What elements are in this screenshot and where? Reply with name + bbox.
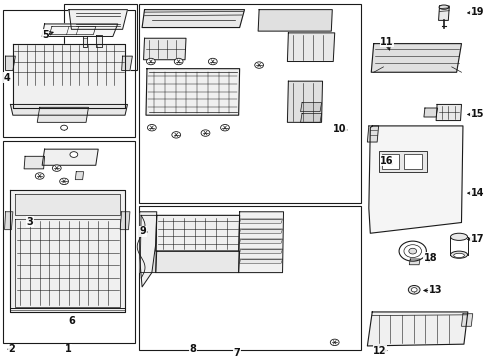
- Polygon shape: [82, 36, 87, 47]
- Polygon shape: [42, 149, 98, 165]
- Circle shape: [146, 58, 155, 65]
- Text: 19: 19: [470, 7, 483, 17]
- Polygon shape: [239, 219, 282, 223]
- Polygon shape: [146, 69, 239, 115]
- Text: 14: 14: [470, 188, 483, 198]
- Bar: [404, 154, 421, 169]
- Polygon shape: [368, 126, 462, 233]
- Polygon shape: [37, 107, 88, 122]
- Polygon shape: [239, 229, 282, 233]
- Circle shape: [254, 62, 263, 68]
- Polygon shape: [370, 44, 461, 72]
- Text: 13: 13: [428, 285, 442, 296]
- Polygon shape: [300, 113, 321, 122]
- Polygon shape: [140, 215, 157, 273]
- Polygon shape: [300, 103, 321, 112]
- Polygon shape: [239, 249, 282, 253]
- Text: 7: 7: [233, 348, 240, 358]
- Circle shape: [171, 132, 180, 138]
- Polygon shape: [287, 81, 322, 122]
- Polygon shape: [258, 10, 331, 31]
- Polygon shape: [140, 212, 157, 287]
- Circle shape: [407, 285, 419, 294]
- Polygon shape: [10, 104, 127, 115]
- Circle shape: [174, 58, 183, 65]
- Polygon shape: [5, 56, 15, 71]
- Text: 1: 1: [64, 344, 71, 354]
- Text: 2: 2: [8, 344, 15, 354]
- Bar: [139, 4, 360, 203]
- Circle shape: [35, 173, 44, 179]
- Polygon shape: [24, 156, 44, 169]
- Polygon shape: [156, 251, 239, 273]
- Polygon shape: [142, 10, 244, 27]
- Text: 9: 9: [140, 226, 146, 237]
- Text: 6: 6: [68, 316, 75, 325]
- Circle shape: [52, 165, 61, 171]
- Polygon shape: [366, 126, 378, 142]
- Text: 15: 15: [470, 109, 483, 120]
- Circle shape: [147, 125, 156, 131]
- Text: 5: 5: [42, 30, 49, 40]
- Text: 17: 17: [470, 234, 483, 244]
- Polygon shape: [143, 38, 185, 60]
- Polygon shape: [42, 24, 118, 36]
- Polygon shape: [435, 104, 461, 121]
- Text: 10: 10: [332, 125, 346, 135]
- Circle shape: [330, 339, 338, 346]
- Text: 16: 16: [379, 156, 393, 166]
- Polygon shape: [461, 314, 472, 326]
- Circle shape: [60, 178, 68, 185]
- Polygon shape: [408, 259, 419, 265]
- Text: 11: 11: [379, 37, 393, 47]
- Ellipse shape: [449, 251, 467, 258]
- Ellipse shape: [453, 253, 464, 257]
- Polygon shape: [239, 239, 282, 243]
- Polygon shape: [287, 33, 334, 62]
- Polygon shape: [239, 259, 282, 263]
- Polygon shape: [75, 172, 83, 180]
- Bar: [3, 141, 135, 343]
- Text: 4: 4: [3, 73, 10, 82]
- Polygon shape: [366, 312, 467, 346]
- Polygon shape: [120, 212, 130, 230]
- Ellipse shape: [438, 5, 448, 9]
- Polygon shape: [4, 212, 13, 230]
- Polygon shape: [10, 190, 125, 312]
- Text: 8: 8: [189, 344, 196, 354]
- Circle shape: [70, 152, 78, 157]
- Polygon shape: [122, 56, 132, 71]
- Polygon shape: [156, 215, 239, 251]
- Text: 12: 12: [372, 346, 386, 356]
- Circle shape: [201, 130, 209, 136]
- Polygon shape: [438, 6, 448, 21]
- Bar: [381, 154, 398, 169]
- Bar: [64, 4, 137, 70]
- Circle shape: [408, 248, 416, 254]
- Ellipse shape: [449, 233, 467, 240]
- Polygon shape: [69, 10, 127, 29]
- Text: 3: 3: [26, 217, 33, 227]
- Polygon shape: [13, 44, 125, 108]
- Polygon shape: [423, 108, 437, 117]
- Bar: [378, 151, 427, 172]
- Bar: [139, 206, 360, 350]
- Bar: [3, 10, 135, 137]
- Circle shape: [410, 288, 416, 292]
- Polygon shape: [96, 35, 102, 47]
- Circle shape: [61, 125, 67, 130]
- Polygon shape: [238, 212, 283, 273]
- Text: 18: 18: [423, 253, 437, 262]
- Circle shape: [220, 125, 229, 131]
- Circle shape: [208, 58, 217, 65]
- Polygon shape: [15, 194, 120, 215]
